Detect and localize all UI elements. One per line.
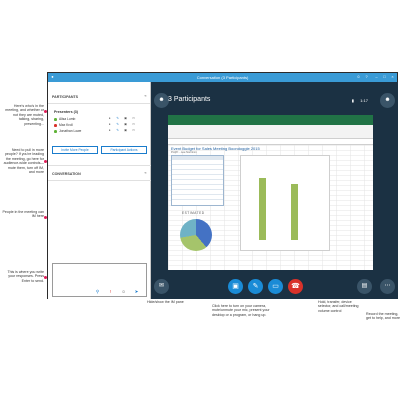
chart-bar (291, 184, 298, 240)
zoom-label: 1:17 (360, 98, 368, 103)
divider (48, 180, 151, 181)
emoticon-icon[interactable]: ☺ (121, 289, 126, 294)
screen-icon: ▭ (132, 116, 136, 121)
video-icon: ▣ (124, 128, 128, 133)
participant-name: Jonathan Lowe (59, 129, 82, 134)
sheet-title: Event Budget for Sales Meeting Boondoggl… (171, 146, 260, 151)
pen-icon: ✎ (116, 122, 119, 127)
screen-icon: ▭ (132, 128, 136, 133)
callout-hide-im: Hide/show the IM pane (147, 300, 184, 304)
chat-icon[interactable]: ✉ (154, 279, 169, 294)
callout-dot (44, 276, 48, 280)
shared-spreadsheet: Event Budget for Sales Meeting Boondoggl… (168, 115, 373, 270)
participant-actions-button[interactable]: Participant Actions (101, 146, 147, 154)
table-row (172, 171, 223, 175)
smile-icon[interactable]: ☺ (356, 74, 361, 80)
call-controls: ✉ ▣ ✎ ▭ ☎ ▤ ⋯ (151, 277, 398, 299)
table-row (172, 156, 223, 160)
callout-dot (44, 160, 48, 164)
send-icon[interactable]: ➤ (134, 289, 139, 294)
formula-bar (168, 139, 373, 145)
excel-toolbar (168, 125, 373, 139)
left-pane: PARTICIPANTS « Presenters (3) Alisa Lumb… (48, 82, 151, 299)
video-icon: ▣ (124, 122, 128, 127)
video-icon: ▣ (124, 116, 128, 121)
window-title: Conversation (3 Participants) (196, 75, 249, 80)
callout-im: People in the meeting can IM here (2, 210, 44, 219)
presence-dot (54, 118, 57, 121)
conversation-window: ● Conversation (3 Participants) ☺ ? – □ … (47, 72, 398, 299)
participant-row[interactable]: Max Kroll ● ✎ ▣ ▭ (54, 122, 148, 128)
priority-icon[interactable]: ! (109, 289, 112, 294)
signal-icon: ▮ (351, 98, 354, 103)
callout-invite-actions: Need to pull in more people? If you're l… (3, 148, 44, 175)
minimize-icon[interactable]: – (375, 74, 378, 80)
mic-icon: ● (108, 116, 111, 121)
message-compose-box[interactable]: ⚲ ! ☺ ➤ (52, 263, 147, 297)
call-controls-icon[interactable]: ▤ (357, 279, 372, 294)
close-icon[interactable]: × (391, 74, 394, 80)
participant-name: Max Kroll (59, 123, 73, 128)
main-stage: ☻ 3 Participants ▮ 1:17 ☻ Event Budget f… (151, 82, 398, 299)
table-row (172, 181, 223, 185)
divider (48, 103, 150, 104)
presenters-label: Presenters (3) (54, 110, 78, 114)
divider (48, 165, 151, 166)
table-row (172, 196, 223, 200)
maximize-icon[interactable]: □ (383, 74, 386, 80)
callout-compose: This is where you write your responses. … (7, 270, 44, 283)
sheet-subtitle: ProjPr. - Lee Nortrimm (171, 151, 197, 154)
presence-dot (54, 130, 57, 133)
callout-record: Record the meeting, get to help, and mor… (366, 312, 400, 321)
invite-more-people-button[interactable]: Invite More People (52, 146, 98, 154)
attach-icon[interactable]: ⚲ (95, 289, 100, 294)
callout-dot (44, 110, 48, 114)
pen-icon: ✎ (116, 116, 119, 121)
mute-mic-icon[interactable]: ✎ (248, 279, 263, 294)
chart-bar (259, 178, 266, 240)
table-row (172, 191, 223, 195)
excel-ribbon (168, 115, 373, 125)
participant-name: Alisa Lumb (59, 117, 76, 122)
video-icon[interactable]: ▣ (228, 279, 243, 294)
screen-icon: ▭ (132, 122, 136, 127)
bar-chart (240, 155, 330, 251)
app-logo-icon: ● (51, 74, 54, 80)
presence-dot (54, 124, 57, 127)
participants-heading: PARTICIPANTS (52, 95, 79, 99)
callout-call-controls: Click here to turn on your camera, mute/… (212, 304, 270, 317)
table-row (172, 166, 223, 170)
mic-icon: ● (108, 122, 111, 127)
screen-share-icon[interactable]: ▭ (268, 279, 283, 294)
pen-icon: ✎ (116, 128, 119, 133)
add-people-icon[interactable]: ☻ (380, 93, 395, 108)
collapse-chevron-icon[interactable]: « (144, 93, 147, 98)
callout-roster-status: Here's who's in the meeting, and whether… (5, 104, 44, 126)
table-row (172, 186, 223, 190)
table-row (172, 176, 223, 180)
budget-table (171, 155, 224, 206)
mic-icon: ● (108, 128, 111, 133)
pie-chart (180, 219, 212, 251)
hang-up-icon[interactable]: ☎ (288, 279, 303, 294)
question-icon[interactable]: ? (365, 74, 368, 80)
estimated-label: ESTIMATED (182, 211, 205, 215)
callout-dot (44, 216, 48, 220)
participant-row[interactable]: Jonathan Lowe ● ✎ ▣ ▭ (54, 128, 148, 134)
titlebar: ● Conversation (3 Participants) ☺ ? – □ … (48, 73, 397, 82)
table-row (172, 161, 223, 165)
people-icon[interactable]: ☻ (154, 93, 169, 108)
more-icon[interactable]: ⋯ (380, 279, 395, 294)
participants-count: 3 Participants (168, 96, 211, 103)
conversation-chevron-icon[interactable]: « (144, 170, 147, 175)
conversation-heading: CONVERSATION (52, 172, 81, 176)
callout-hold-transfer: Hold, transfer, device selector, and cal… (318, 300, 359, 313)
participant-row[interactable]: Alisa Lumb ● ✎ ▣ ▭ (54, 116, 148, 122)
